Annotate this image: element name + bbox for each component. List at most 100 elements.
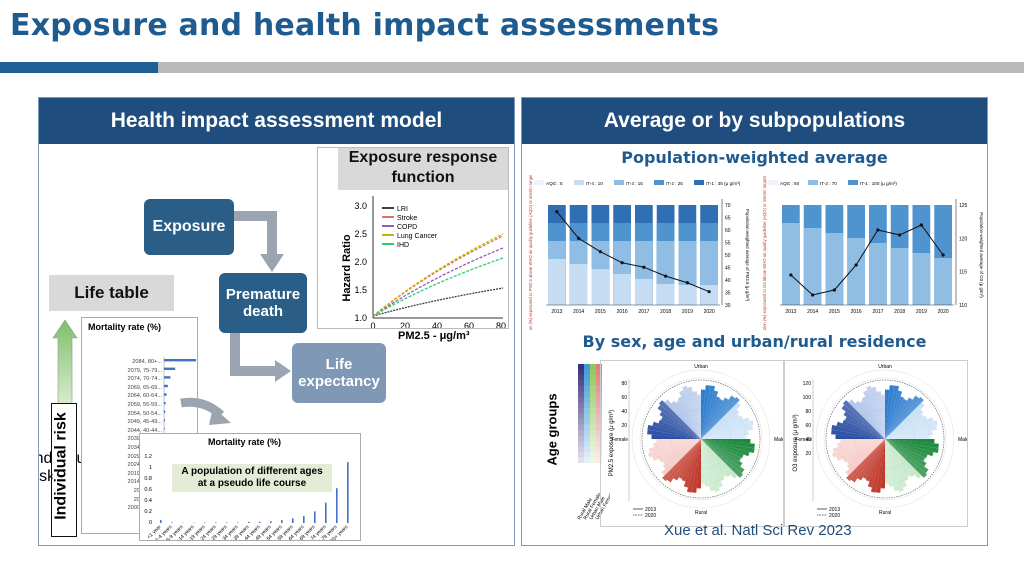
hr-curve bbox=[372, 247, 504, 317]
trend-year: 2019 bbox=[682, 309, 693, 315]
polar-sector bbox=[842, 419, 885, 439]
small-bar bbox=[259, 521, 261, 523]
polar-sector bbox=[701, 430, 749, 439]
polar-sector bbox=[701, 415, 744, 439]
age-strip-cell bbox=[596, 386, 602, 392]
trend-legend-swatch bbox=[574, 180, 584, 185]
age-strip-cell bbox=[578, 408, 584, 414]
polar-ylabel: O3 exposure (μ g/m³) bbox=[793, 414, 799, 471]
age-row-label: 2079, 75-79... bbox=[127, 367, 162, 374]
trend-ytick-right: 55 bbox=[725, 241, 731, 247]
small-ytick: 0.6 bbox=[144, 487, 152, 493]
trend-bar bbox=[569, 264, 588, 305]
small-bar bbox=[281, 520, 283, 523]
trend-ytick-right: 65 bbox=[725, 216, 731, 222]
polar-sector bbox=[701, 439, 715, 492]
hr-legend-label: Stroke bbox=[397, 215, 417, 222]
polar-ring-2020 bbox=[641, 379, 761, 499]
age-row-label: 2064, 60-64... bbox=[127, 393, 162, 400]
mort-bar bbox=[164, 376, 171, 379]
polar-sector bbox=[697, 394, 701, 439]
polar-sector bbox=[658, 419, 701, 439]
polar-legend-label: 2013 bbox=[645, 507, 656, 513]
age-strip-cell bbox=[584, 441, 590, 447]
polar-sector bbox=[871, 386, 885, 439]
trend-year: 2014 bbox=[807, 309, 818, 315]
age-strip-cell bbox=[578, 430, 584, 436]
age-strip-cell bbox=[578, 419, 584, 425]
polar-sector bbox=[701, 439, 744, 478]
polar-sector bbox=[701, 439, 743, 467]
hr-xtick: 20 bbox=[400, 321, 410, 328]
pseudo-life-course-text: A population of different ages at a pseu… bbox=[172, 464, 332, 492]
polar-sector bbox=[885, 439, 911, 478]
trend-year: 2017 bbox=[872, 309, 883, 315]
age-strip-cell bbox=[578, 397, 584, 403]
trend-ytick-right: 35 bbox=[725, 291, 731, 297]
hr-ytick: 2.5 bbox=[354, 229, 367, 239]
polar-sector bbox=[661, 439, 701, 476]
polar-ytick: 60 bbox=[621, 395, 627, 401]
polar-sector bbox=[681, 439, 701, 482]
hr-xtick: 0 bbox=[370, 321, 375, 328]
trend-ylabel-left: Population (%) exposured to PM2.5 above … bbox=[528, 175, 533, 330]
mort-bar bbox=[164, 419, 165, 422]
life-expectancy-box: Life expectancy bbox=[292, 343, 386, 403]
premature-death-box: Premature death bbox=[219, 273, 307, 333]
age-strip-cell bbox=[584, 375, 590, 381]
polar-sector bbox=[658, 400, 701, 439]
polar-sector bbox=[885, 397, 913, 439]
small-bar bbox=[270, 521, 272, 523]
small-bar bbox=[237, 522, 239, 523]
mortality-rate-chart-2: Mortality rate (%) 1.2 1 0.8 0.6 0.4 0.2 0 <1 … bbox=[139, 433, 361, 541]
polar-sector bbox=[701, 439, 750, 457]
polar-sector bbox=[701, 439, 731, 478]
polar-sector bbox=[666, 439, 701, 483]
polar-legend-label: 2020 bbox=[829, 513, 840, 519]
trend-year: 2016 bbox=[617, 309, 628, 315]
small-ytick: 0.4 bbox=[144, 498, 152, 504]
right-panel-header: Average or by subpopulations bbox=[522, 98, 987, 144]
trend-year: 2015 bbox=[829, 309, 840, 315]
polar-direction-label: Male bbox=[774, 437, 783, 443]
polar-sector bbox=[701, 396, 740, 439]
small-bar bbox=[303, 516, 305, 523]
age-row-label: 2044, 40-44... bbox=[127, 427, 162, 434]
trend-bar bbox=[635, 279, 653, 305]
mortality-arrow bbox=[180, 397, 231, 425]
polar-legend-label: 2020 bbox=[645, 513, 656, 519]
trend-bar bbox=[591, 269, 610, 305]
title-rule-accent bbox=[0, 62, 158, 73]
age-strip-cell bbox=[578, 369, 584, 375]
age-strip-cell bbox=[596, 424, 602, 430]
polar-sector bbox=[683, 439, 701, 488]
exposure-arrow bbox=[234, 211, 284, 272]
polar-direction-label: Female bbox=[611, 437, 628, 443]
trend-bar bbox=[678, 285, 697, 305]
trend-legend-label: IT-3 : 15 bbox=[626, 181, 643, 186]
trend-bar bbox=[656, 284, 675, 305]
polar-sector bbox=[835, 434, 885, 439]
trend-year: 2013 bbox=[785, 309, 796, 315]
age-strip-cell bbox=[584, 364, 590, 370]
title-rule bbox=[158, 62, 1024, 73]
hr-xtick: 40 bbox=[432, 321, 442, 328]
trend-legend-label: IT-4 : 10 bbox=[586, 181, 603, 186]
trend-ytick-right: 115 bbox=[959, 270, 967, 276]
polar-sector bbox=[842, 439, 885, 463]
age-strip-cell bbox=[578, 364, 584, 370]
age-strip-cell bbox=[584, 435, 590, 441]
age-strip-cell bbox=[590, 413, 596, 419]
age-strip-cell bbox=[584, 446, 590, 452]
polar-sector bbox=[657, 404, 701, 439]
polar-sector bbox=[701, 439, 710, 487]
age-strip-cell bbox=[590, 441, 596, 447]
polar-ytick: 40 bbox=[621, 409, 627, 415]
age-strip-cell bbox=[590, 402, 596, 408]
age-strip-cell bbox=[590, 375, 596, 381]
slide-title: Exposure and health impact assessments bbox=[10, 8, 720, 43]
polar-sector bbox=[861, 396, 885, 439]
polar-sector bbox=[880, 439, 885, 489]
polar-sector bbox=[701, 439, 723, 488]
polar-sector bbox=[701, 439, 725, 482]
